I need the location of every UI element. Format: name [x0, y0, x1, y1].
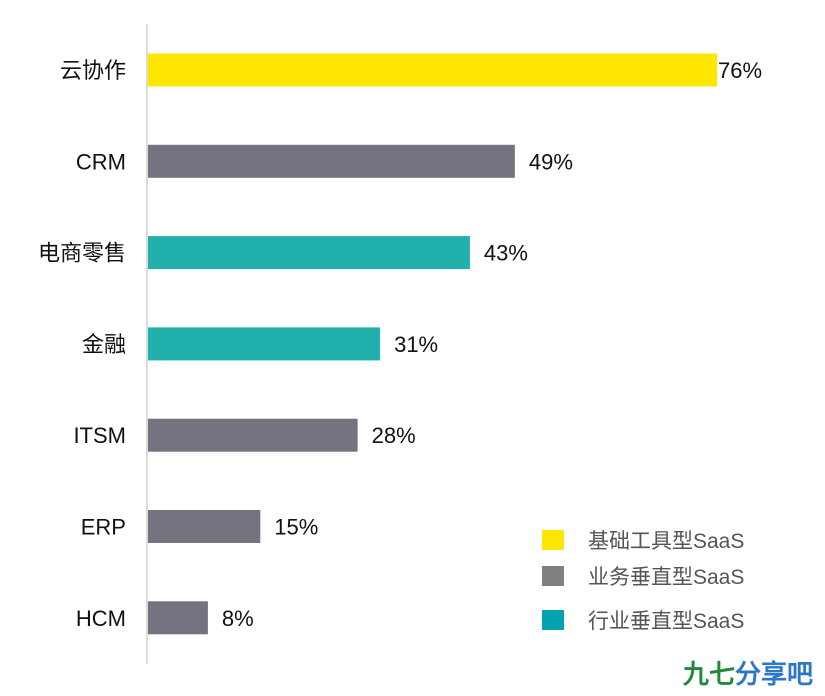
- category-label-0: 云协作: [60, 58, 126, 83]
- value-label-3: 31%: [394, 332, 438, 357]
- watermark-char-4: 吧: [787, 660, 813, 690]
- legend-label-0: 基础工具型SaaS: [588, 530, 744, 553]
- bars-group: 云协作 76% CRM 49% 电商零售 43% 金融 31% ITSM 28% ERP 15% HCM…: [38, 53, 762, 635]
- bar-0: [148, 53, 717, 87]
- legend: 基础工具型SaaS 业务垂直型SaaS 行业垂直型SaaS: [542, 530, 744, 633]
- watermark-char-3: 享: [761, 659, 787, 690]
- legend-swatch-2: [542, 610, 564, 630]
- legend-label-1: 业务垂直型SaaS: [588, 566, 744, 589]
- watermark-char-2: 分: [735, 660, 761, 690]
- category-label-3: 金融: [82, 332, 126, 357]
- value-label-0: 76%: [718, 58, 762, 83]
- watermark-char-1: 七: [709, 660, 735, 690]
- value-label-2: 43%: [484, 241, 528, 266]
- bar-3: [148, 327, 381, 361]
- legend-label-2: 行业垂直型SaaS: [588, 610, 744, 633]
- legend-swatch-0: [542, 530, 564, 550]
- category-label-1: CRM: [76, 149, 126, 174]
- category-label-5: ERP: [81, 515, 126, 540]
- watermark-text: 九七分享吧: [682, 659, 813, 690]
- category-label-6: HCM: [76, 606, 126, 631]
- bar-1: [148, 144, 515, 178]
- watermark-logo: 九七分享吧: [682, 659, 813, 690]
- value-label-5: 15%: [274, 515, 318, 540]
- watermark-char-0: 九: [682, 660, 709, 690]
- value-label-4: 28%: [372, 423, 416, 448]
- bar-4: [148, 418, 358, 452]
- bar-2: [148, 236, 470, 270]
- category-label-4: ITSM: [73, 423, 126, 448]
- bar-5: [148, 510, 261, 543]
- bar-6: [148, 601, 208, 635]
- category-label-2: 电商零售: [38, 241, 126, 266]
- legend-swatch-1: [542, 566, 564, 586]
- value-label-1: 49%: [529, 149, 573, 174]
- value-label-6: 8%: [222, 606, 254, 631]
